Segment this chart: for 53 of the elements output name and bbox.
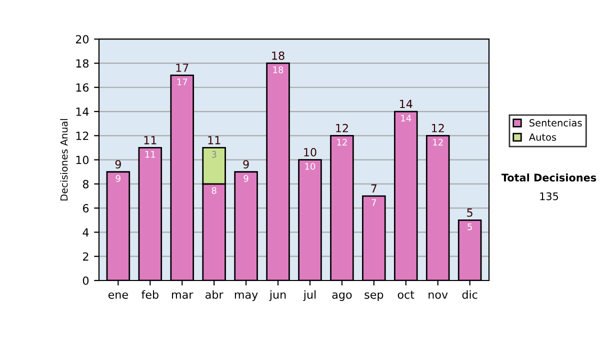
data-label: 14 — [401, 114, 412, 122]
x-tick-label: ago — [332, 292, 352, 301]
y-tick-label: 20 — [76, 35, 89, 44]
total-label: 14 — [400, 100, 412, 108]
x-tick-label: feb — [142, 290, 158, 299]
x-tick-label: jun — [269, 290, 286, 301]
x-tick-label: sep — [364, 292, 384, 301]
data-label: 10 — [305, 162, 316, 170]
data-label: 18 — [273, 66, 284, 74]
total-label: 10 — [304, 148, 316, 156]
x-tick-label: nov — [428, 292, 448, 299]
y-axis-title: Decisiones Anual — [60, 119, 68, 200]
y-tick-label: 8 — [82, 180, 89, 188]
y-tick-label: 0 — [82, 276, 89, 285]
legend-label: Sentencias — [530, 118, 582, 127]
data-label: 3 — [212, 150, 216, 158]
x-tick-label: dic — [462, 290, 478, 299]
data-label: 12 — [433, 138, 443, 146]
text: 135 — [540, 192, 558, 200]
total-label: 12 — [336, 124, 348, 132]
x-tick-label: ene — [108, 292, 128, 299]
x-tick-label: may — [234, 292, 258, 301]
total-label: 12 — [432, 124, 444, 132]
text: Total Decisiones — [501, 173, 596, 182]
y-tick-label: 2 — [83, 252, 88, 261]
total-label: 9 — [115, 160, 121, 169]
y-tick-label: 6 — [82, 204, 89, 212]
y-tick-label: 16 — [76, 83, 89, 92]
y-tick-label: 12 — [76, 132, 88, 140]
y-tick-label: 18 — [76, 59, 89, 68]
data-label: 5 — [468, 223, 472, 230]
total-label: 11 — [208, 136, 220, 144]
data-label: 11 — [145, 151, 156, 158]
total-label: 9 — [243, 160, 249, 169]
data-label: 9 — [244, 175, 248, 182]
total-label: 5 — [467, 208, 472, 217]
data-label: 17 — [177, 78, 188, 86]
total-label: 18 — [272, 51, 284, 60]
data-label: 9 — [116, 175, 120, 182]
x-tick-label: mar — [172, 292, 194, 299]
x-tick-label: abr — [206, 290, 224, 299]
total-label: 7 — [371, 184, 377, 192]
total-label: 11 — [144, 136, 156, 144]
y-tick-label: 10 — [76, 156, 89, 164]
legend-label: Autos — [528, 134, 556, 141]
data-label: 7 — [372, 199, 376, 206]
y-tick-label: 14 — [76, 108, 89, 116]
x-tick-label: oct — [398, 290, 414, 299]
x-tick-label: jul — [303, 290, 316, 301]
y-tick-label: 4 — [82, 228, 89, 236]
data-label: 8 — [212, 187, 216, 194]
data-label: 12 — [337, 138, 347, 146]
total-label: 17 — [176, 64, 188, 72]
